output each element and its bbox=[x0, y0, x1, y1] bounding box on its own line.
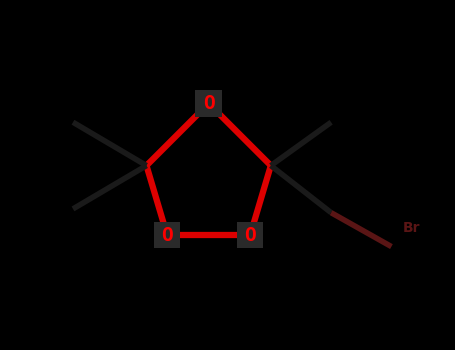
FancyBboxPatch shape bbox=[196, 90, 222, 117]
Text: O: O bbox=[244, 226, 256, 245]
FancyBboxPatch shape bbox=[237, 222, 263, 248]
Text: O: O bbox=[162, 226, 173, 245]
FancyBboxPatch shape bbox=[154, 222, 180, 248]
Text: Br: Br bbox=[403, 221, 420, 235]
Text: O: O bbox=[203, 94, 214, 113]
